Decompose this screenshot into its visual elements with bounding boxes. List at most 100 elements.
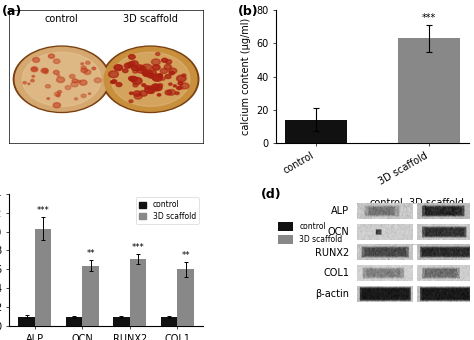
Circle shape [169,71,174,75]
Circle shape [152,65,160,70]
Circle shape [132,78,142,84]
Circle shape [165,60,172,64]
Circle shape [169,83,172,85]
Circle shape [131,66,138,70]
Circle shape [154,85,162,91]
Circle shape [129,100,133,103]
Circle shape [43,69,48,72]
Text: control: control [369,198,403,207]
Circle shape [178,82,183,85]
Circle shape [102,46,199,113]
Circle shape [136,67,145,73]
Circle shape [22,52,101,106]
Text: **: ** [86,249,95,258]
Circle shape [88,93,91,95]
Circle shape [142,84,146,86]
Circle shape [71,82,78,87]
Circle shape [13,46,110,113]
Circle shape [123,69,128,73]
Circle shape [128,55,135,59]
Bar [285,120,347,143]
Bar [35,229,52,326]
Circle shape [152,84,160,90]
Circle shape [139,91,147,96]
Text: RUNX2: RUNX2 [315,248,349,258]
Circle shape [173,85,176,87]
Circle shape [81,66,86,69]
Circle shape [110,81,115,84]
Circle shape [128,62,135,67]
Circle shape [133,84,138,87]
Circle shape [111,52,190,106]
Circle shape [55,92,60,96]
Circle shape [155,53,160,55]
Text: 3D scaffold: 3D scaffold [123,15,178,24]
Circle shape [149,70,156,75]
Circle shape [94,78,101,83]
Circle shape [162,58,167,62]
Circle shape [81,94,86,98]
Circle shape [181,83,189,89]
Circle shape [124,63,132,68]
Circle shape [15,47,108,111]
Bar [82,266,99,326]
FancyBboxPatch shape [278,235,293,244]
Circle shape [158,84,163,87]
Text: 3D scaffold: 3D scaffold [409,198,464,207]
FancyBboxPatch shape [413,245,418,260]
Text: **: ** [182,251,190,260]
Circle shape [158,74,163,77]
FancyBboxPatch shape [413,266,418,281]
Text: ***: *** [422,13,437,23]
Circle shape [167,89,175,95]
Text: (a): (a) [2,5,22,18]
Text: control: control [299,222,326,231]
Circle shape [56,94,60,97]
Circle shape [47,98,50,100]
Circle shape [128,76,134,80]
Text: ***: *** [132,243,145,252]
Circle shape [56,77,64,83]
Circle shape [116,83,122,87]
Circle shape [154,88,158,91]
Circle shape [53,103,61,108]
Circle shape [143,70,153,76]
Circle shape [81,68,88,73]
Bar [66,317,82,326]
Legend: control, 3D scaffold: control, 3D scaffold [136,197,199,224]
Circle shape [80,80,87,85]
Circle shape [148,89,155,94]
Circle shape [65,86,71,89]
Circle shape [175,92,179,95]
FancyBboxPatch shape [413,224,418,240]
Circle shape [104,47,197,111]
Circle shape [142,70,149,75]
Circle shape [114,65,123,71]
Circle shape [152,74,160,80]
Circle shape [46,85,50,88]
Circle shape [182,74,186,77]
Circle shape [32,75,35,77]
Bar [177,270,194,326]
FancyBboxPatch shape [413,204,418,219]
Circle shape [165,74,171,79]
Text: β-actin: β-actin [316,289,349,299]
Circle shape [72,79,78,83]
Bar [113,317,130,326]
Text: OCN: OCN [328,227,349,237]
Circle shape [81,63,83,65]
Circle shape [57,90,62,94]
Bar [161,317,177,326]
Circle shape [133,70,137,73]
Text: (b): (b) [237,5,258,18]
Circle shape [130,61,138,66]
Circle shape [92,67,96,70]
Circle shape [142,64,152,71]
Circle shape [78,80,81,82]
Circle shape [54,59,60,64]
Circle shape [150,86,155,90]
Circle shape [70,74,75,78]
Circle shape [32,67,36,70]
Circle shape [86,61,90,64]
Circle shape [177,75,186,82]
